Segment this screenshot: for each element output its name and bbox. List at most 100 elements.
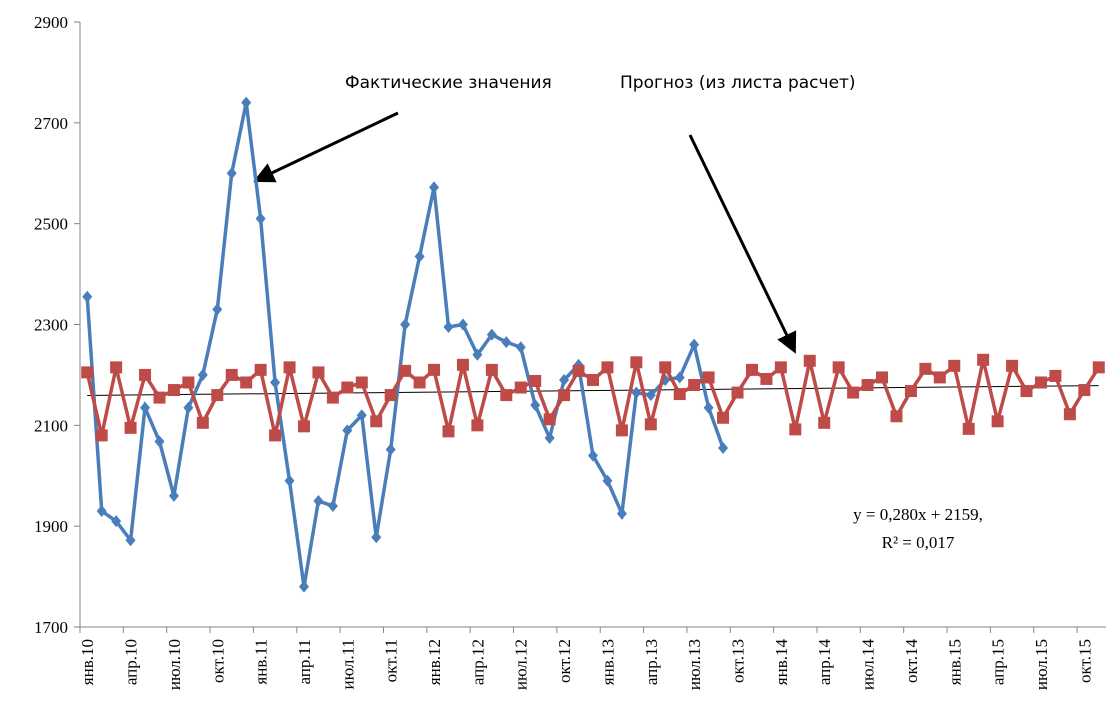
x-tick-label: апр.10: [122, 639, 141, 685]
marker: [81, 366, 94, 379]
x-tick-label: июл.14: [859, 639, 878, 691]
x-tick-label: янв.11: [252, 639, 271, 685]
marker: [139, 368, 152, 381]
x-tick-label: июл.12: [512, 639, 531, 690]
series-line: [85, 102, 725, 587]
marker: [803, 354, 816, 367]
marker: [919, 362, 932, 375]
x-tick-label: янв.13: [598, 639, 617, 685]
marker: [977, 353, 990, 366]
x-tick-label: июл.10: [165, 639, 184, 690]
marker: [818, 416, 831, 429]
marker: [1020, 385, 1033, 398]
marker: [182, 376, 195, 389]
marker: [255, 212, 266, 225]
marker: [529, 374, 542, 387]
marker: [559, 373, 570, 386]
marker: [760, 372, 773, 385]
marker: [370, 415, 383, 428]
marker: [948, 359, 961, 372]
marker: [558, 389, 571, 402]
marker: [413, 376, 426, 389]
arrow: [253, 111, 399, 183]
marker: [211, 389, 224, 402]
marker: [544, 431, 555, 444]
x-tick-label: окт.11: [382, 639, 401, 682]
marker: [241, 96, 252, 109]
marker: [616, 507, 627, 520]
marker: [933, 371, 946, 384]
marker: [443, 321, 454, 334]
marker: [962, 422, 975, 435]
marker: [587, 373, 599, 386]
marker: [486, 328, 497, 341]
y-tick-label: 2900: [34, 13, 68, 32]
y-tick-label: 2300: [34, 316, 68, 335]
marker: [1078, 384, 1091, 397]
marker: [385, 443, 396, 456]
marker: [904, 385, 917, 398]
x-tick-label: июл.15: [1032, 639, 1051, 690]
x-tick-label: янв.10: [78, 639, 97, 685]
marker: [876, 371, 889, 384]
marker: [1092, 361, 1105, 374]
marker: [615, 424, 628, 437]
marker: [602, 474, 613, 487]
marker: [429, 181, 440, 194]
marker: [384, 389, 397, 402]
marker: [543, 413, 556, 426]
marker: [297, 420, 310, 433]
marker: [313, 494, 324, 507]
marker: [601, 361, 614, 374]
marker: [659, 361, 672, 374]
marker: [140, 401, 151, 414]
marker: [212, 303, 223, 316]
trendline: [87, 385, 1099, 396]
marker: [530, 399, 541, 412]
marker: [226, 167, 237, 180]
marker: [457, 318, 468, 331]
marker: [414, 250, 425, 263]
x-tick-label: апр.13: [642, 639, 661, 685]
marker: [1034, 376, 1047, 389]
marker: [861, 379, 874, 391]
marker: [500, 389, 513, 402]
marker: [485, 363, 498, 376]
x-tick-label: янв.15: [945, 639, 964, 685]
y-tick-label: 2100: [34, 416, 68, 435]
x-tick-label: янв.14: [772, 639, 791, 686]
marker: [269, 429, 282, 442]
marker: [196, 416, 209, 429]
y-tick-label: 2700: [34, 114, 68, 133]
marker: [673, 388, 686, 401]
marker: [471, 419, 484, 432]
x-tick-label: апр.15: [989, 639, 1008, 685]
marker: [225, 368, 238, 381]
marker: [745, 363, 758, 376]
marker: [371, 531, 382, 544]
marker: [254, 363, 267, 376]
x-tick-label: окт.15: [1075, 639, 1094, 683]
marker: [270, 376, 281, 389]
marker: [1063, 408, 1076, 421]
y-tick-label: 2500: [34, 215, 68, 234]
marker: [991, 415, 1004, 428]
series-label: Прогноз (из листа расчет): [620, 73, 856, 93]
marker: [702, 371, 715, 384]
marker: [1049, 369, 1062, 382]
marker: [832, 361, 845, 374]
x-tick-label: окт.13: [729, 639, 748, 683]
x-tick-label: окт.12: [555, 639, 574, 683]
x-tick-label: янв.12: [425, 639, 444, 685]
marker: [400, 318, 411, 331]
marker: [82, 290, 93, 303]
y-tick-label: 1700: [34, 618, 68, 637]
marker: [674, 371, 685, 384]
marker: [240, 376, 253, 389]
marker: [167, 384, 180, 397]
marker: [645, 389, 656, 402]
x-tick-label: окт.14: [902, 639, 921, 683]
marker: [183, 401, 194, 414]
marker: [717, 411, 730, 424]
marker: [718, 442, 729, 455]
